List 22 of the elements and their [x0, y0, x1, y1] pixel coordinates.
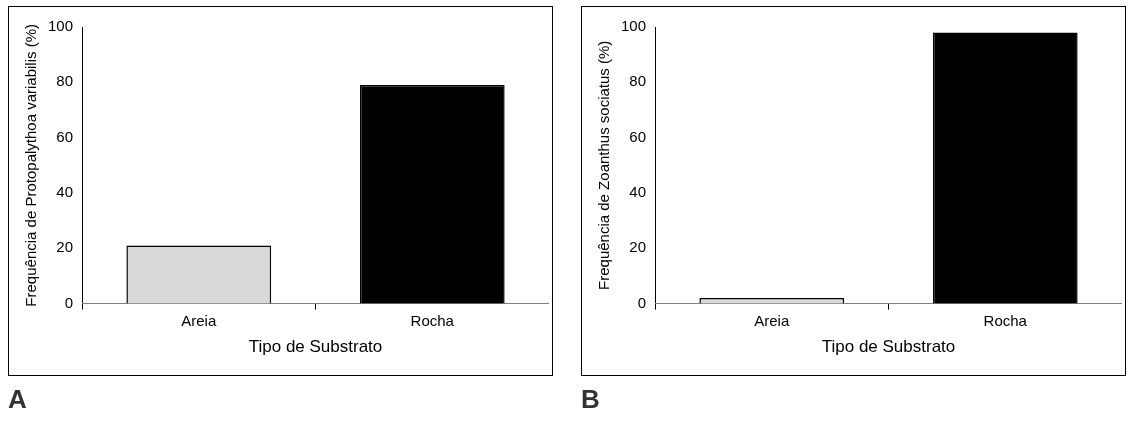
- x-tick-label: Areia: [754, 311, 790, 329]
- x-tick-label: Areia: [181, 311, 217, 329]
- y-tick-label: 20: [56, 238, 74, 256]
- y-tick-label: 80: [629, 72, 647, 90]
- y-tick-label: 60: [629, 127, 647, 145]
- y-axis-title: Frequência de Protopalythoa variabilis (%): [22, 23, 40, 307]
- y-tick-label: 60: [56, 127, 74, 145]
- y-tick-label: 100: [621, 17, 647, 35]
- y-tick-label: 40: [56, 183, 74, 201]
- x-tick-label: Rocha: [410, 311, 455, 329]
- y-tick-label: 40: [629, 183, 647, 201]
- text: A: [8, 384, 28, 415]
- y-axis-title: Frequência de Zoanthus sociatus (%): [595, 40, 613, 290]
- x-axis-title: Tipo de Substrato: [248, 337, 383, 357]
- y-tick-label: 0: [637, 293, 647, 311]
- x-tick-label: Rocha: [983, 311, 1028, 329]
- y-tick-label: 20: [629, 238, 647, 256]
- y-tick-label: 80: [56, 72, 74, 90]
- y-tick-label: 0: [64, 293, 74, 311]
- y-tick-label: 100: [48, 17, 74, 35]
- x-axis-title: Tipo de Substrato: [821, 337, 956, 357]
- text: B: [581, 384, 601, 415]
